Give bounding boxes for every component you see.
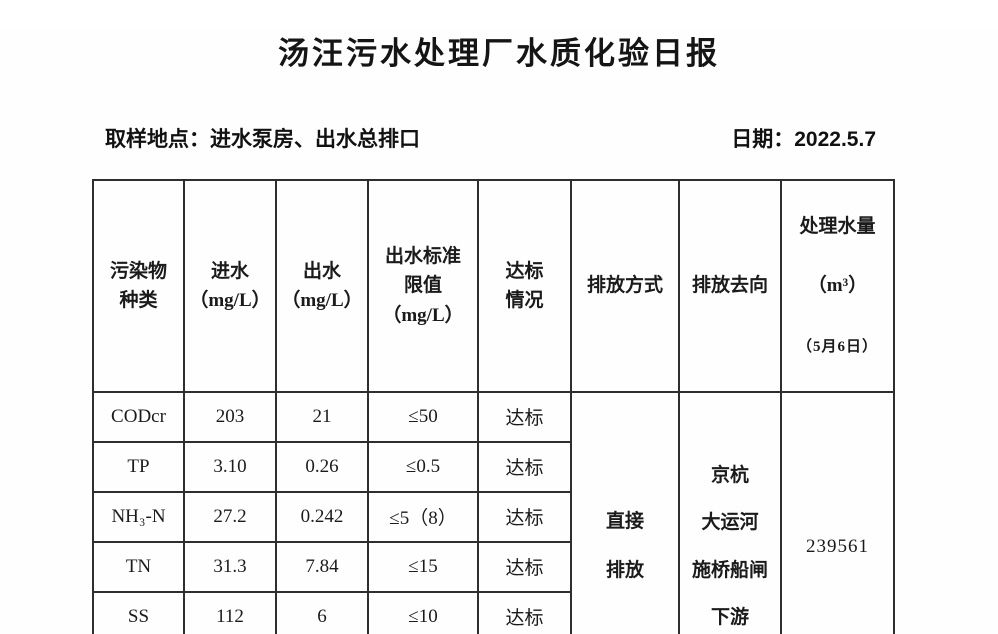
table-row: CODcr 203 21 ≤50 达标 直接 排放 京杭 大运河 施桥船闸 下游… — [92, 390, 895, 634]
header-pollutant: 污染物 种类 — [92, 179, 185, 393]
pollutant-name: NH₃-N — [92, 490, 185, 543]
header-status: 达标 情况 — [477, 179, 572, 393]
header-outflow: 出水 （mg/L） — [275, 179, 369, 393]
outflow-value: 0.26 — [275, 440, 369, 493]
pollutant-name: CODcr — [92, 390, 185, 443]
water-quality-table: 污染物 种类 进水 （mg/L） 出水 （mg/L） 出水标准 限值 （mg/L… — [92, 179, 895, 634]
outflow-value: 6 — [275, 590, 369, 634]
pollutant-name: SS — [92, 590, 185, 634]
inflow-value: 27.2 — [183, 490, 277, 543]
report-page: 汤汪污水处理厂水质化验日报 取样地点：进水泵房、出水总排口 日期：2022.5.… — [0, 28, 998, 634]
header-discharge-destination: 排放去向 — [678, 179, 782, 393]
header-volume-unit: （m³） — [807, 275, 868, 297]
inflow-value: 112 — [183, 590, 277, 634]
status-value: 达标 — [477, 390, 572, 443]
limit-value: ≤15 — [367, 540, 479, 593]
pollutant-name: TN — [92, 540, 185, 593]
outflow-value: 21 — [275, 390, 369, 443]
status-value: 达标 — [477, 440, 572, 493]
discharge-destination-cell: 京杭 大运河 施桥船闸 下游 — [678, 390, 782, 634]
limit-value: ≤0.5 — [367, 440, 479, 493]
discharge-method-cell: 直接 排放 — [570, 390, 680, 634]
table-row: SS 112 6 ≤10 达标 — [92, 590, 894, 634]
status-value: 达标 — [477, 540, 572, 593]
status-value: 达标 — [477, 490, 572, 543]
meta-row: 取样地点：进水泵房、出水总排口 日期：2022.5.7 — [0, 123, 998, 153]
page-title: 汤汪污水处理厂水质化验日报 — [278, 36, 720, 71]
header-limit: 出水标准 限值 （mg/L） — [367, 179, 479, 393]
limit-value: ≤10 — [367, 590, 479, 634]
table-header-row: 污染物 种类 进水 （mg/L） 出水 （mg/L） 出水标准 限值 （mg/L… — [92, 179, 895, 393]
header-volume-title: 处理水量 — [799, 216, 876, 238]
report-date-label: 日期：2022.5.7 — [731, 128, 876, 151]
limit-value: ≤5（8） — [367, 490, 479, 543]
outflow-value: 0.242 — [275, 490, 369, 543]
header-inflow: 进水 （mg/L） — [183, 179, 277, 393]
inflow-value: 203 — [183, 390, 277, 443]
sampling-point-label: 取样地点：进水泵房、出水总排口 — [105, 128, 420, 151]
outflow-value: 7.84 — [275, 540, 369, 593]
header-volume-date: （5月6日） — [796, 339, 878, 356]
table-row: NH₃-N 27.2 0.242 ≤5（8） 达标 — [92, 490, 894, 543]
header-treated-volume: 处理水量 （m³） （5月6日） — [780, 179, 895, 393]
treated-water-volume-cell: 239561 — [780, 390, 895, 634]
header-discharge-method: 排放方式 — [570, 179, 680, 393]
inflow-value: 3.10 — [183, 440, 277, 493]
table-row: TN 31.3 7.84 ≤15 达标 — [92, 540, 894, 593]
inflow-value: 31.3 — [183, 540, 277, 593]
table-row: TP 3.10 0.26 ≤0.5 达标 — [92, 440, 894, 493]
status-value: 达标 — [477, 590, 572, 634]
pollutant-name: TP — [92, 440, 185, 493]
limit-value: ≤50 — [367, 390, 479, 443]
